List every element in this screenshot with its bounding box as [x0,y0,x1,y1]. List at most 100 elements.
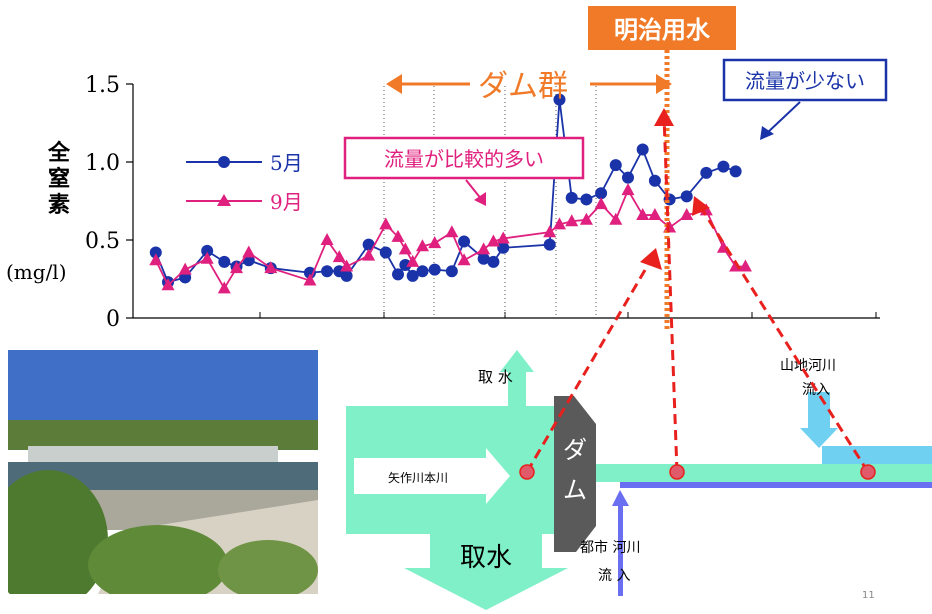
data-point-sep [242,245,256,258]
data-point-sep [477,242,491,255]
data-point-may [399,258,412,271]
data-point-sep [200,251,214,264]
data-point-may [729,165,742,178]
dam-photo [8,350,318,594]
urban-inflow-label-1: 都市 河川 [580,539,640,556]
data-point-sep [149,253,163,266]
big-withdrawal-stem [430,534,542,568]
dam-char-2: ム [563,476,587,504]
top-withdrawal-stem [508,370,526,408]
data-point-may [621,171,634,184]
data-point-sep [415,239,429,252]
data-point-may [680,190,693,203]
data-point-sep [552,217,566,230]
data-point-sep [565,214,579,227]
meiji-canal-label: 明治用水 [614,16,711,44]
red-arrow-1 [525,257,654,473]
mountain-river-channel [822,446,932,468]
data-point-may [416,265,429,278]
data-point-may [321,265,334,278]
legend: 5月 9月 [186,151,303,214]
main-river-arrow-body [354,458,486,494]
legend-label-may: 5月 [270,151,303,175]
data-point-may [609,159,622,172]
sample-point-1 [519,464,535,480]
low-flow-pointer-head [760,126,774,140]
legend-marker-sep [217,194,231,206]
high-flow-box [343,136,585,180]
dam-boundary-lines [383,86,597,318]
y-tick-label: 0 [106,307,120,332]
dam-char-1: ダ [563,436,587,464]
data-point-may [565,191,578,204]
page-number: 11 [862,590,875,601]
data-point-sep [320,233,334,245]
data-point-sep [594,197,608,210]
title-fragment [290,0,590,24]
urban-inflow-stem [618,500,623,596]
big-withdrawal-label: 取水 [460,543,512,573]
river-diagram: 山地河川 流入 取 水 矢作川本川 取水 ダ ム 都市 河川 流 入 [346,108,932,610]
sample-point-2 [669,464,685,480]
top-withdrawal-label: 取 水 [478,368,513,386]
y-tick-label: 1.0 [85,151,120,176]
data-point-may [428,263,441,276]
data-point-sep [303,273,317,286]
urban-inflow-head [612,490,629,506]
data-point-may [218,255,231,268]
data-point-may [636,143,649,156]
data-point-may [406,269,419,282]
data-point-sep [496,231,510,244]
low-flow-pointer [765,101,801,135]
nitrogen-chart: 0 0.5 1.0 1.5 [85,73,880,332]
dam-group-arrow-right-head [656,74,672,94]
meiji-canal-box [588,6,736,50]
data-point-may [700,166,713,179]
urban-river-band [620,482,932,488]
top-withdrawal-head [500,350,534,372]
data-point-may [379,246,392,259]
data-point-may [458,235,471,248]
data-point-may [392,268,405,281]
data-point-may [340,269,353,282]
data-point-sep [636,208,650,221]
high-flow-pointer-head [474,192,486,206]
mountain-inflow-arrow-head [800,428,838,448]
data-point-may [553,93,566,106]
data-point-sep [579,212,593,225]
red-arrow-2-head [654,108,674,126]
data-point-may [201,244,214,257]
data-point-sep [738,259,752,272]
data-point-sep [362,248,376,261]
data-point-may [445,265,458,278]
main-river-arrow-head [486,448,510,504]
data-point-sep [663,220,677,233]
downstream-channel [594,464,932,482]
series-layer [149,93,752,294]
data-point-sep [609,212,623,225]
data-point-may [543,238,556,251]
data-point-may [648,174,661,187]
data-point-may [595,187,608,200]
y-tick-label: 0.5 [85,229,120,254]
sample-point-3 [860,464,876,480]
data-point-sep [379,217,393,230]
data-point-sep [428,236,442,249]
data-point-sep [648,208,662,221]
data-point-may [487,255,500,268]
data-point-sep [178,262,192,275]
dam-block [554,396,596,552]
data-point-sep [340,259,354,272]
data-point-sep [621,183,635,196]
big-withdrawal-head [404,568,568,610]
y-ticks: 0 0.5 1.0 1.5 [85,73,133,332]
dam-group-annotation: ダム群 [386,69,672,104]
data-point-sep [486,234,500,247]
data-point-sep [161,278,175,291]
dam-group-arrow-left-head [386,74,402,94]
data-point-may [580,193,593,206]
data-point-sep [543,225,557,238]
ylabel-char-2: 窒 [48,166,70,192]
red-arrow-3-head [692,196,710,216]
